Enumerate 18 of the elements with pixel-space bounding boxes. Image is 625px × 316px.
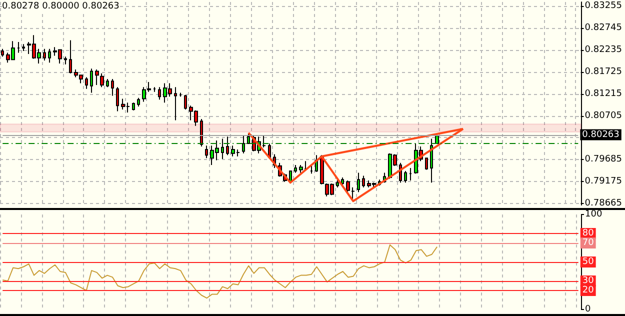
annotation: 0.80278 0.80000 0.80263: [2, 2, 120, 12]
y-tick-label: 0.79685: [584, 154, 622, 165]
ref-line-label: 80: [582, 228, 594, 238]
y-tick-label: 0.81215: [584, 88, 622, 99]
y-tick-label: 0.79175: [584, 176, 622, 187]
y-tick-label: 0.80705: [584, 110, 622, 121]
y-tick-label: 0.83255: [584, 1, 622, 12]
y-tick-label: 0.78665: [584, 198, 622, 208]
y-tick-label: 0.81725: [584, 66, 622, 77]
ref-line-label: 0.80263: [582, 130, 620, 140]
ref-line-label: 20: [582, 286, 594, 296]
ref-line-label: 50: [582, 257, 594, 267]
y-tick-label: 0.82745: [584, 23, 622, 34]
y-tick-label: 0: [585, 304, 591, 314]
ref-line-label: 70: [582, 238, 594, 248]
y-tick-label: 100: [585, 210, 602, 220]
ref-line-label: 30: [582, 276, 594, 286]
y-tick-label: 0.82235: [584, 44, 622, 55]
